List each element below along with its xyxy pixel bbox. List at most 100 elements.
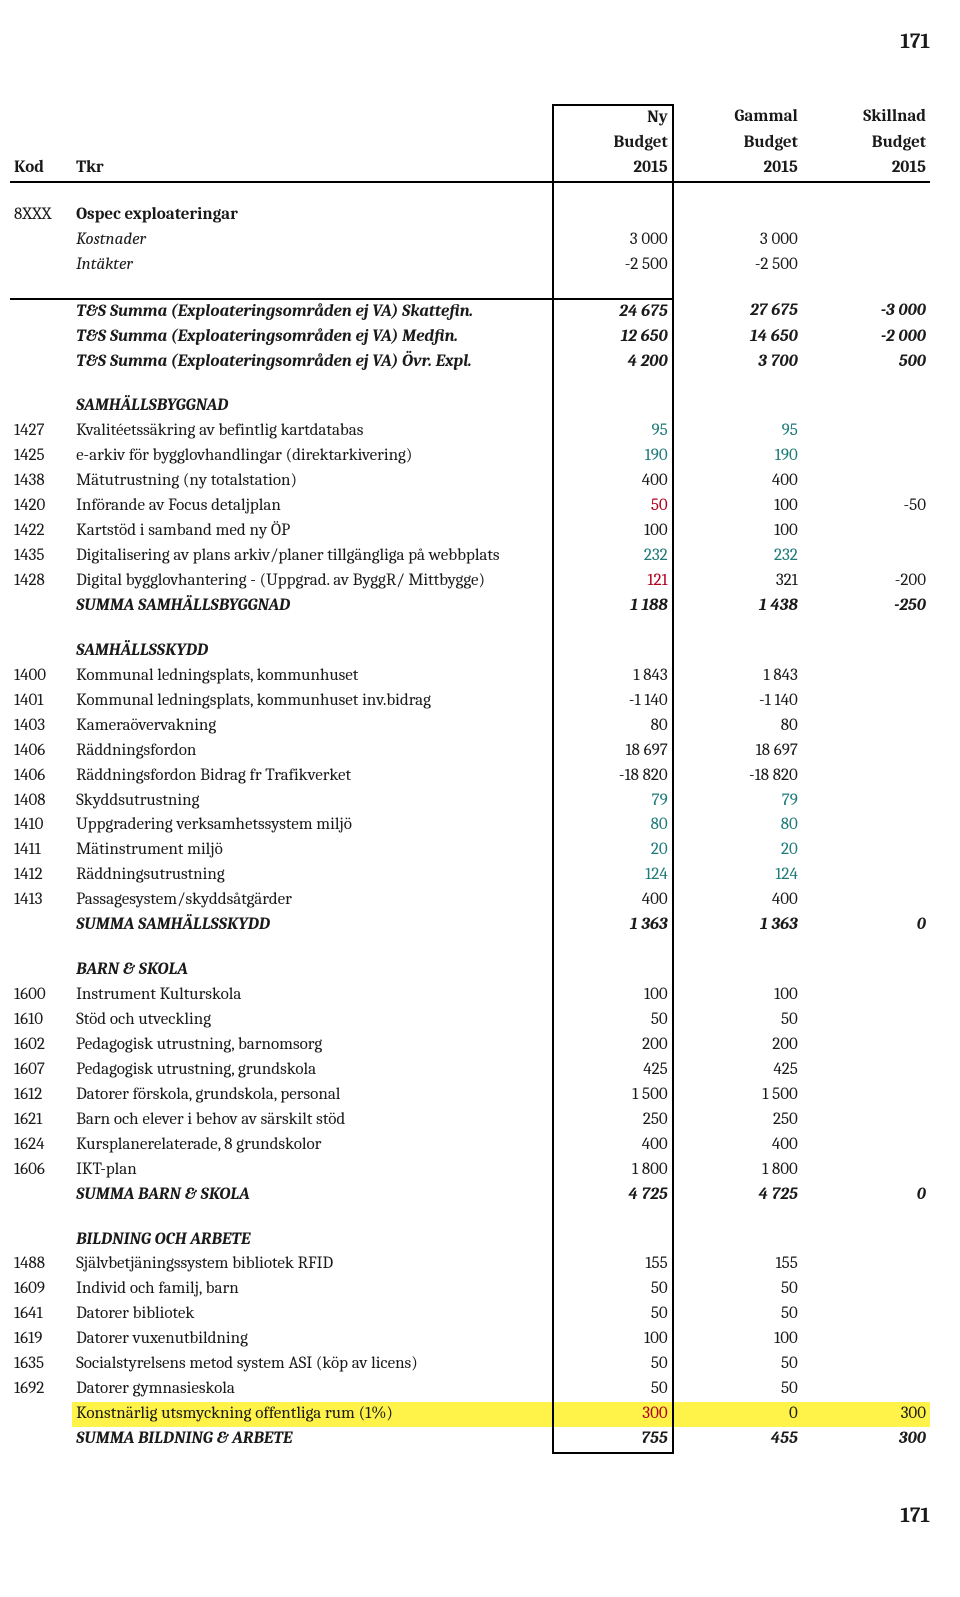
page-number-top: 171 [10,30,930,54]
skydd-r10-d: Passagesystem/skyddsåtgärder [72,888,553,913]
bildn-sum: SUMMA BILDNING & ARBETE755455300 [10,1427,930,1453]
skydd-r1: 1400Kommunal ledningsplats, kommunhuset1… [10,664,930,689]
barn-r2-k: 1610 [10,1008,72,1033]
samh-r3: 1438Mätutrustning (ny totalstation)40040… [10,469,930,494]
skydd-r2-g: -1 140 [673,689,802,714]
samh-r2-g: 190 [673,444,802,469]
bildn-r4-d: Datorer vuxenutbildning [72,1327,553,1352]
barn-r2-g: 50 [673,1008,802,1033]
skydd-r7-ny: 80 [553,813,673,838]
skydd-r10-g: 400 [673,888,802,913]
samh-r5: 1422Kartstöd i samband med ny ÖP100100 [10,519,930,544]
bildn-r1-k: 1488 [10,1252,72,1277]
skydd-r10-k: 1413 [10,888,72,913]
barn-r4-g: 425 [673,1058,802,1083]
samh-sum-s: -250 [802,594,930,619]
samh-r4-s: -50 [802,494,930,519]
barn-r8-k: 1606 [10,1158,72,1183]
hdr-g-3: 2015 [673,156,802,182]
samh-r7-s: -200 [802,569,930,594]
samh-r1-ny: 95 [553,419,673,444]
samh-r1-g: 95 [673,419,802,444]
hdr-s-1: Skillnad [802,105,930,131]
barn-r5: 1612Datorer förskola, grundskola, person… [10,1083,930,1108]
ospec-kost-lbl: Kostnader [72,228,553,253]
barn-r2-d: Stöd och utveckling [72,1008,553,1033]
bildn-r2-d: Individ och familj, barn [72,1277,553,1302]
samh-sum-lbl: SUMMA SAMHÄLLSBYGGNAD [72,594,553,619]
samh-r7-ny: 121 [553,569,673,594]
skydd-r3-g: 80 [673,714,802,739]
bildn-r5-g: 50 [673,1352,802,1377]
samh-r2: 1425e-arkiv för bygglovhandlingar (direk… [10,444,930,469]
skydd-r9-ny: 124 [553,863,673,888]
ospec-int-lbl: Intäkter [72,253,553,278]
skydd-r3-k: 1403 [10,714,72,739]
ts-r3-s: 500 [802,350,930,375]
hdr-kod: Kod [10,156,72,182]
samh-r7-k: 1428 [10,569,72,594]
skydd-r4: 1406Räddningsfordon18 69718 697 [10,739,930,764]
budget-table: Ny Gammal Skillnad Budget Budget Budget … [10,104,930,1454]
bildn-sum-g: 455 [673,1427,802,1453]
samh-r6-g: 232 [673,544,802,569]
skydd-r6: 1408Skyddsutrustning7979 [10,789,930,814]
ospec-kost-row: Kostnader 3 000 3 000 [10,228,930,253]
skydd-r9-k: 1412 [10,863,72,888]
bildn-r3-k: 1641 [10,1302,72,1327]
ts-r3-ny: 4 200 [553,350,673,375]
bildn-hl-g: 0 [673,1402,802,1427]
samh-r3-k: 1438 [10,469,72,494]
samh-r1: 1427Kvalitéetssäkring av befintlig kartd… [10,419,930,444]
skydd-r9-d: Räddningsutrustning [72,863,553,888]
skydd-r3: 1403Kameraövervakning8080 [10,714,930,739]
ts-row-1: T&S Summa (Exploateringsområden ej VA) S… [10,299,930,325]
ospec-kost-g: 3 000 [673,228,802,253]
ts-r2-lbl: T&S Summa (Exploateringsområden ej VA) M… [72,325,553,350]
skydd-r9: 1412Räddningsutrustning124124 [10,863,930,888]
samh-r5-d: Kartstöd i samband med ny ÖP [72,519,553,544]
skydd-r2-k: 1401 [10,689,72,714]
samh-r5-ny: 100 [553,519,673,544]
barn-r3-d: Pedagogisk utrustning, barnomsorg [72,1033,553,1058]
skydd-r10-ny: 400 [553,888,673,913]
bildn-r2-g: 50 [673,1277,802,1302]
skydd-r7-g: 80 [673,813,802,838]
hdr-tkr: Tkr [72,156,553,182]
skydd-r7: 1410Uppgradering verksamhetssystem miljö… [10,813,930,838]
barn-sum: SUMMA BARN & SKOLA4 7254 7250 [10,1183,930,1208]
skydd-r1-g: 1 843 [673,664,802,689]
barn-r6-ny: 250 [553,1108,673,1133]
samh-r3-g: 400 [673,469,802,494]
ts-r2-ny: 12 650 [553,325,673,350]
skydd-r5-g: -18 820 [673,764,802,789]
bildn-r3-d: Datorer bibliotek [72,1302,553,1327]
ospec-kost-ny: 3 000 [553,228,673,253]
barn-r3: 1602Pedagogisk utrustning, barnomsorg200… [10,1033,930,1058]
skydd-r4-k: 1406 [10,739,72,764]
barn-r3-g: 200 [673,1033,802,1058]
skydd-r9-g: 124 [673,863,802,888]
skydd-r1-ny: 1 843 [553,664,673,689]
samh-r7: 1428Digital bygglovhantering - (Uppgrad.… [10,569,930,594]
ospec-title: Ospec exploateringar [72,203,553,228]
header-row-3: Kod Tkr 2015 2015 2015 [10,156,930,182]
ospec-kod: 8XXX [10,203,72,228]
samh-r7-g: 321 [673,569,802,594]
samh-r2-ny: 190 [553,444,673,469]
barn-r4-d: Pedagogisk utrustning, grundskola [72,1058,553,1083]
skydd-r3-ny: 80 [553,714,673,739]
bildn-r3-ny: 50 [553,1302,673,1327]
hdr-s-3: 2015 [802,156,930,182]
barn-r1-g: 100 [673,983,802,1008]
barn-r1-d: Instrument Kulturskola [72,983,553,1008]
bildn-hl-s: 300 [802,1402,930,1427]
bildn-r5: 1635Socialstyrelsens metod system ASI (k… [10,1352,930,1377]
samh-r4-k: 1420 [10,494,72,519]
barn-r2-ny: 50 [553,1008,673,1033]
samh-r6: 1435Digitalisering av plans arkiv/planer… [10,544,930,569]
barn-r7-ny: 400 [553,1133,673,1158]
samh-r2-d: e-arkiv för bygglovhandlingar (direktark… [72,444,553,469]
barn-sum-g: 4 725 [673,1183,802,1208]
hdr-ny-3: 2015 [553,156,673,182]
